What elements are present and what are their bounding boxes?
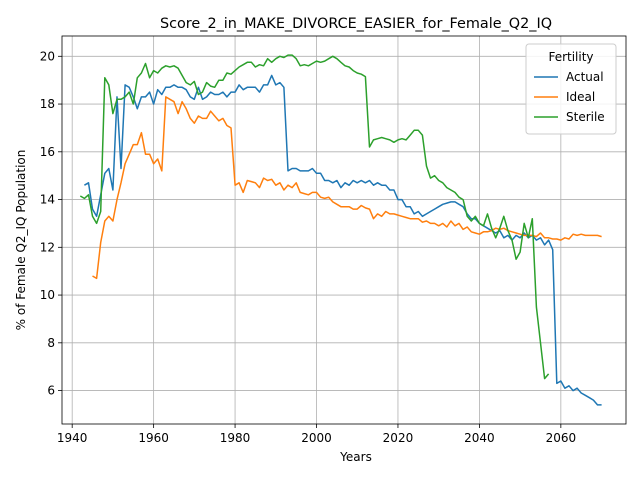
legend-title: Fertility: [548, 50, 593, 64]
legend-box: [525, 43, 617, 135]
x-axis-label: Years: [339, 450, 372, 464]
x-tick-label: 2060: [546, 431, 577, 445]
y-tick-label: 18: [40, 97, 55, 111]
legend-label-actual: Actual: [566, 70, 604, 84]
x-tick-label: 1960: [138, 431, 169, 445]
y-axis-label: % of Female Q2_IQ Population: [14, 150, 28, 331]
y-tick-label: 20: [40, 49, 55, 63]
x-tick-label: 2040: [464, 431, 495, 445]
x-axis-ticks: 1940 1960 1980 2000 2020 2040 2060: [57, 424, 576, 445]
y-tick-label: 10: [40, 288, 55, 302]
legend: Fertility Actual Ideal Sterile: [525, 43, 617, 135]
legend-label-sterile: Sterile: [566, 110, 605, 124]
x-tick-label: 1980: [220, 431, 251, 445]
series-lines: [79, 54, 602, 406]
legend-label-ideal: Ideal: [566, 90, 595, 104]
y-tick-label: 8: [47, 336, 55, 350]
series-line-actual: [84, 74, 602, 406]
plot-frame: [61, 35, 627, 425]
x-tick-label: 1940: [57, 431, 88, 445]
series-line-sterile: [79, 54, 550, 380]
y-tick-label: 6: [47, 384, 55, 398]
y-tick-label: 12: [40, 240, 55, 254]
series-line-ideal: [92, 96, 602, 280]
x-tick-label: 2020: [383, 431, 414, 445]
chart-title: Score_2_in_MAKE_DIVORCE_EASIER_for_Femal…: [160, 16, 552, 32]
y-tick-label: 14: [40, 193, 55, 207]
y-axis-ticks: 6 8 10 12 14 16 18 20: [40, 49, 62, 398]
x-tick-label: 2000: [301, 431, 332, 445]
y-tick-label: 16: [40, 145, 55, 159]
